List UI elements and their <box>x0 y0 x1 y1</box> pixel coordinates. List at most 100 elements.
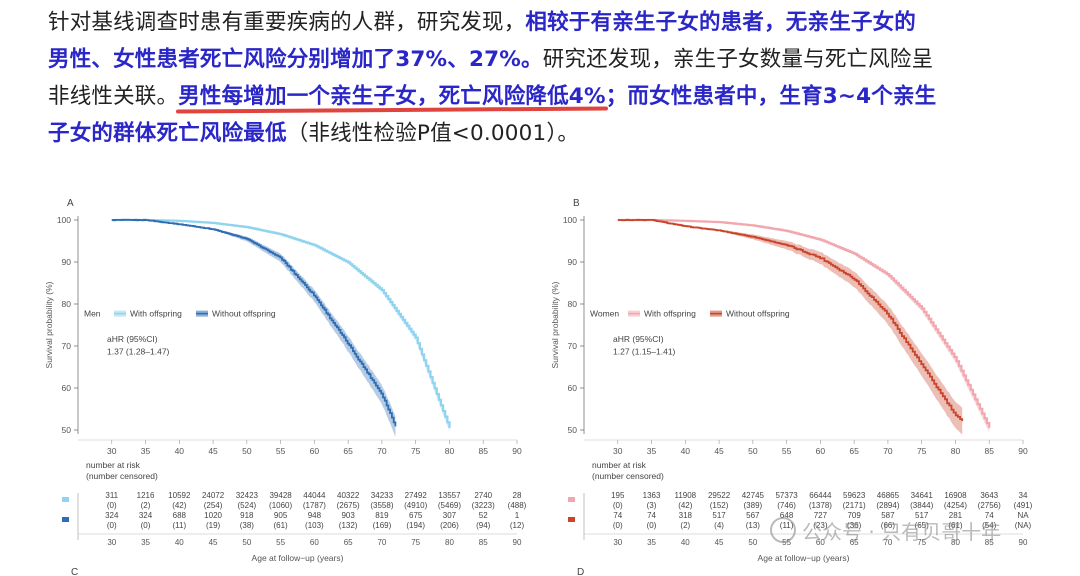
risk-censored-value: (2894) <box>876 501 899 510</box>
risk-at-risk-value: 34 <box>1019 491 1028 500</box>
legend: Men With offspring Without offspring <box>84 309 276 319</box>
risk-table-subheader: (number censored) <box>592 471 664 481</box>
risk-table-age-label: 65 <box>850 538 859 547</box>
risk-censored-value: (38) <box>240 521 255 530</box>
risk-censored-value: (0) <box>613 501 623 510</box>
risk-at-risk-value: 74 <box>647 511 656 520</box>
y-tick-label: 50 <box>62 425 72 435</box>
x-tick-label: 35 <box>141 446 151 456</box>
risk-censored-value: (3844) <box>910 501 933 510</box>
risk-censored-value: (4) <box>714 521 724 530</box>
y-tick-label: 80 <box>568 299 578 309</box>
survival-curve-with-offspring <box>617 218 991 428</box>
risk-table-age-label: 70 <box>883 538 892 547</box>
risk-row-swatch <box>568 517 575 522</box>
risk-censored-value: (4254) <box>944 501 967 510</box>
risk-at-risk-value: 13557 <box>438 491 461 500</box>
risk-at-risk-value: 40322 <box>337 491 360 500</box>
risk-at-risk-value: 567 <box>746 511 760 520</box>
risk-at-risk-value: 74 <box>985 511 994 520</box>
risk-at-risk-value: 44044 <box>303 491 326 500</box>
risk-at-risk-value: 39428 <box>269 491 292 500</box>
annotation-value: 1.37 (1.28–1.47) <box>107 346 170 356</box>
risk-table-age-label: 35 <box>647 538 656 547</box>
article-text: 针对基线调查时患有重要疾病的人群，研究发现，相较于有亲生子女的患者，无亲生子女的… <box>48 4 1058 152</box>
risk-row-swatch <box>62 517 69 522</box>
risk-at-risk-value: 57373 <box>775 491 798 500</box>
risk-at-risk-value: 16908 <box>944 491 967 500</box>
risk-at-risk-value: 688 <box>173 511 187 520</box>
risk-at-risk-value: 905 <box>274 511 288 520</box>
risk-at-risk-value: 24072 <box>202 491 225 500</box>
risk-at-risk-value: 10592 <box>168 491 191 500</box>
risk-censored-value: (491) <box>1014 501 1033 510</box>
annotation-value: 1.27 (1.15–1.41) <box>613 346 676 356</box>
risk-table-age-label: 30 <box>107 538 116 547</box>
legend-label: Without offspring <box>726 309 790 319</box>
x-tick-label: 30 <box>107 446 117 456</box>
highlighted-text: ；而女性患者中，生育3~4个亲生 <box>605 84 937 109</box>
risk-table-age-label: 50 <box>242 538 251 547</box>
risk-at-risk-value: 903 <box>341 511 355 520</box>
risk-censored-value: (65) <box>915 521 930 530</box>
risk-censored-value: (61) <box>273 521 288 530</box>
survival-curve-without-offspring <box>111 218 397 427</box>
risk-table-age-label: 55 <box>276 538 285 547</box>
watermark: 公众号 · 只有贝哥十年 <box>770 516 1001 545</box>
article-line: 针对基线调查时患有重要疾病的人群，研究发现，相较于有亲生子女的患者，无亲生子女的 <box>48 4 1058 41</box>
risk-at-risk-value: 918 <box>240 511 254 520</box>
risk-table-age-label: 35 <box>141 538 150 547</box>
risk-table-age-label: 80 <box>445 538 454 547</box>
risk-table-age-label: 60 <box>310 538 319 547</box>
chart-panel-women: B 50 60 70 80 90 100 Survival probability (%) 30… <box>550 198 1033 576</box>
risk-at-risk-value: 46865 <box>877 491 900 500</box>
risk-at-risk-value: 1 <box>515 511 520 520</box>
risk-table-header: number at risk <box>86 460 141 470</box>
risk-at-risk-value: 59623 <box>843 491 866 500</box>
risk-table: number at risk(number censored)311(0)121… <box>62 460 527 547</box>
x-tick-label: 70 <box>377 446 387 456</box>
article-line: 男性、女性患者死亡风险分别增加了37%、27%。研究还发现，亲生子女数量与死亡风… <box>48 41 1058 78</box>
x-tick-label: 60 <box>816 446 826 456</box>
risk-censored-value: (206) <box>440 521 459 530</box>
x-axis-label: Age at follow−up (years) <box>252 553 344 563</box>
risk-at-risk-value: 311 <box>105 491 118 500</box>
risk-table-age-label: 90 <box>513 538 522 547</box>
y-axis-label: Survival probability (%) <box>550 281 560 368</box>
risk-censored-value: (2) <box>680 521 690 530</box>
risk-at-risk-value: 819 <box>375 511 389 520</box>
x-tick-label: 65 <box>849 446 859 456</box>
survival-curve-without-offspring <box>617 218 964 422</box>
risk-at-risk-value: 1216 <box>137 491 155 500</box>
risk-at-risk-value: 66444 <box>809 491 832 500</box>
risk-at-risk-value: 675 <box>409 511 423 520</box>
y-tick-label: 80 <box>62 299 72 309</box>
risk-table-age-label: 65 <box>344 538 353 547</box>
panel-label: B <box>573 198 580 209</box>
risk-censored-value: (13) <box>746 521 761 530</box>
risk-at-risk-value: 727 <box>814 511 828 520</box>
risk-censored-value: (0) <box>613 521 623 530</box>
risk-table-age-label: 75 <box>917 538 926 547</box>
risk-table-age-label: 30 <box>613 538 622 547</box>
risk-censored-value: (1787) <box>303 501 326 510</box>
risk-censored-value: (NA) <box>1015 521 1032 530</box>
risk-censored-value: (61) <box>948 521 963 530</box>
legend-label: Without offspring <box>212 309 276 319</box>
risk-at-risk-value: 2740 <box>474 491 492 500</box>
highlighted-text: 男性、女性患者死亡风险分别增加了37%、27%。 <box>48 47 543 72</box>
risk-censored-value: (66) <box>881 521 896 530</box>
risk-at-risk-value: 11908 <box>674 491 696 500</box>
y-tick-label: 50 <box>568 425 578 435</box>
risk-table-subheader: (number censored) <box>86 471 158 481</box>
risk-table-age-label: 90 <box>1019 538 1028 547</box>
risk-table-age-label: 85 <box>985 538 994 547</box>
risk-table-age-label: 70 <box>377 538 386 547</box>
x-tick-label: 85 <box>984 446 994 456</box>
article-line: 非线性关联。男性每增加一个亲生子女，死亡风险降低4%；而女性患者中，生育3~4个… <box>48 78 1058 115</box>
article-line: 子女的群体死亡风险最低（非线性检验P值<0.0001）。 <box>48 115 1058 152</box>
x-tick-label: 45 <box>208 446 218 456</box>
ci-band-without-offspring <box>111 219 396 437</box>
risk-censored-value: (488) <box>508 501 527 510</box>
risk-at-risk-value: 27492 <box>405 491 428 500</box>
